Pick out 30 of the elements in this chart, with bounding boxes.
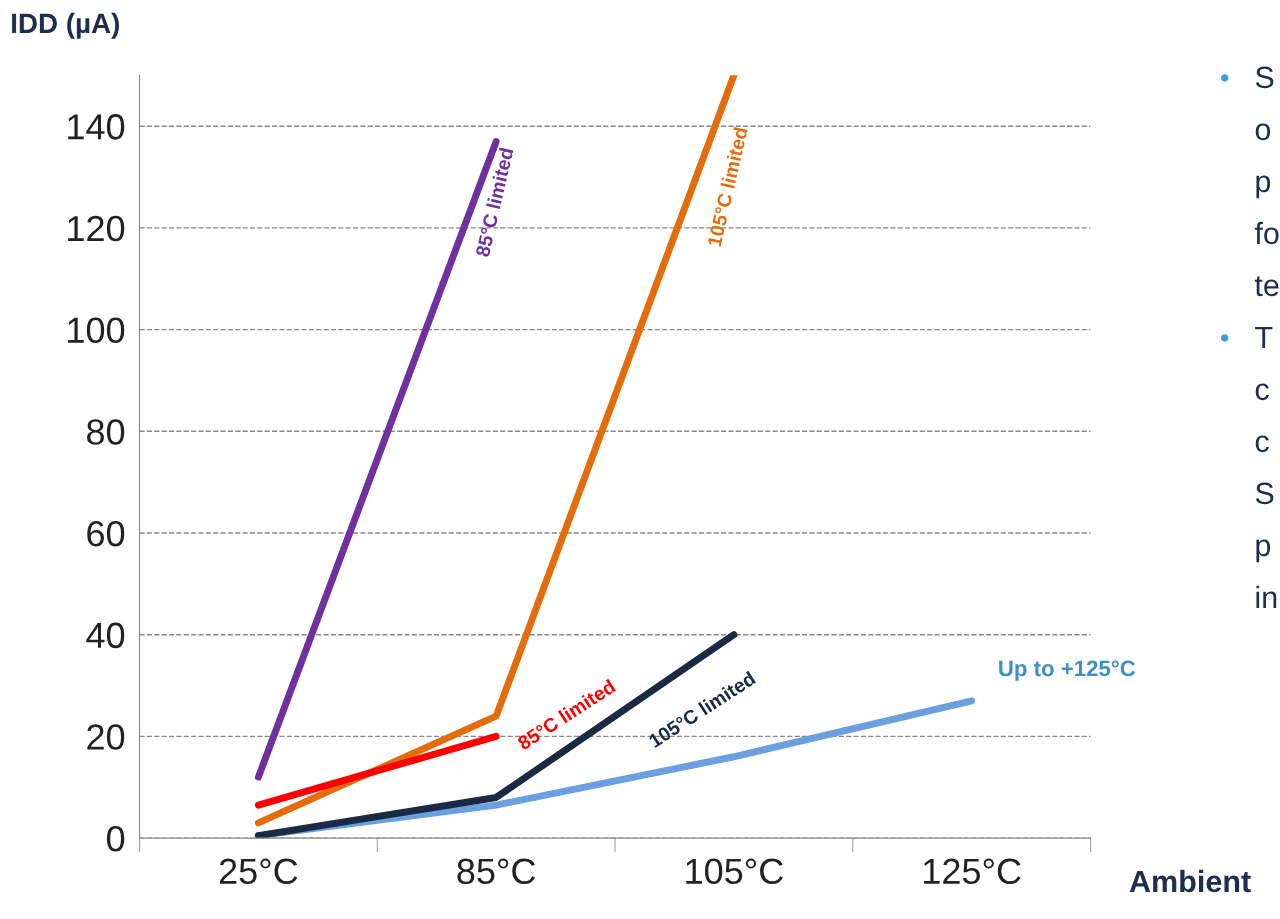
y-tick-label: 60 <box>87 520 125 547</box>
x-axis-title: Ambient <box>1129 869 1251 893</box>
text: S <box>1255 482 1274 505</box>
x-tick-label: 105°C <box>686 858 783 885</box>
y-tick-label: 40 <box>86 622 125 649</box>
x-tick-label: 25°C <box>219 858 298 885</box>
text: T <box>1255 326 1273 348</box>
y-tick-label: 80 <box>87 419 125 445</box>
text: • <box>1220 334 1229 342</box>
text: in <box>1256 585 1277 608</box>
text: c <box>1255 383 1269 401</box>
text: • <box>1220 74 1229 82</box>
text: c <box>1255 435 1269 453</box>
y-tick-label: 20 <box>87 724 125 750</box>
text: S <box>1255 66 1274 89</box>
text: fo <box>1254 221 1279 245</box>
annotation: Up to +125°C <box>999 660 1136 681</box>
y-tick-label: 140 <box>68 114 125 140</box>
text: p <box>1256 539 1271 563</box>
y-tick-label: 0 <box>106 826 125 852</box>
y-tick-label: 100 <box>68 317 125 344</box>
annotation: 85°C limited <box>474 147 514 258</box>
x-tick-label: 85°C <box>457 858 536 885</box>
annotation: 105°C limited <box>706 126 748 247</box>
text: te <box>1254 276 1279 297</box>
text: p <box>1256 175 1271 199</box>
text: o <box>1255 123 1271 141</box>
y-tick-label: 120 <box>68 215 125 242</box>
x-tick-label: 125°C <box>924 858 1021 885</box>
y-axis-title: IDD (µA) <box>12 12 119 39</box>
